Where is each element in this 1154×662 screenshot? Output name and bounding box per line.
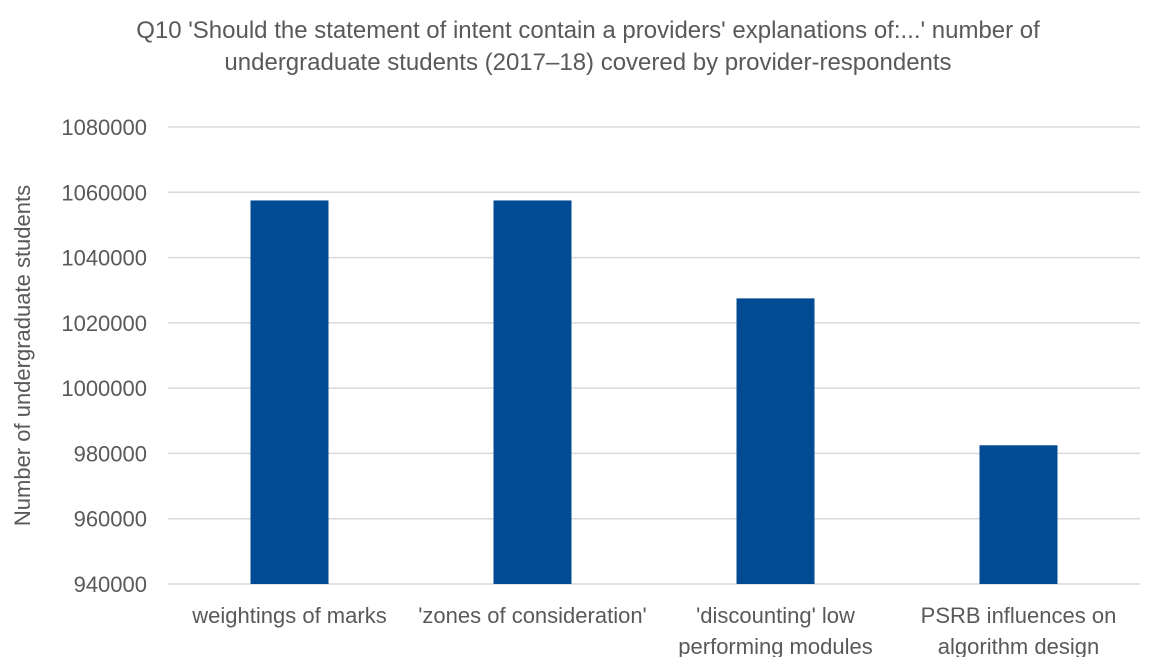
x-tick-label: 'discounting' low performing modules bbox=[678, 603, 872, 657]
x-axis-ticks: weightings of marks 'zones of considerati… bbox=[191, 603, 1117, 659]
y-axis-label-group: Number of undergraduate students bbox=[10, 185, 35, 526]
y-tick-label: 960000 bbox=[74, 507, 147, 532]
chart-title-line: Q10 'Should the statement of intent cont… bbox=[136, 17, 1040, 44]
y-axis-label: Number of undergraduate students bbox=[10, 185, 35, 526]
bar bbox=[493, 200, 572, 585]
gridlines bbox=[168, 126, 1140, 585]
y-tick-label: 1060000 bbox=[61, 180, 147, 205]
bar bbox=[736, 298, 815, 584]
y-tick-label: 1000000 bbox=[61, 376, 147, 401]
bars bbox=[250, 200, 1058, 585]
y-tick-label: 1040000 bbox=[61, 246, 147, 271]
x-tick-label: weightings of marks bbox=[191, 603, 386, 628]
chart-title-line: undergraduate students (2017–18) covered… bbox=[224, 49, 951, 76]
y-tick-label: 1020000 bbox=[61, 311, 147, 336]
bar bbox=[979, 445, 1058, 584]
y-tick-label: 980000 bbox=[74, 441, 147, 466]
x-tick-label: 'zones of consideration' bbox=[418, 603, 647, 628]
y-axis-ticks: 940000 960000 980000 1000000 1020000 1040000 1… bbox=[61, 115, 147, 597]
x-tick-label: PSRB influences on algorithm design bbox=[921, 603, 1117, 657]
chart-title: Q10 'Should the statement of intent cont… bbox=[136, 17, 1040, 76]
bar bbox=[250, 200, 329, 585]
y-tick-label: 1080000 bbox=[61, 115, 147, 140]
y-tick-label: 940000 bbox=[74, 572, 147, 597]
